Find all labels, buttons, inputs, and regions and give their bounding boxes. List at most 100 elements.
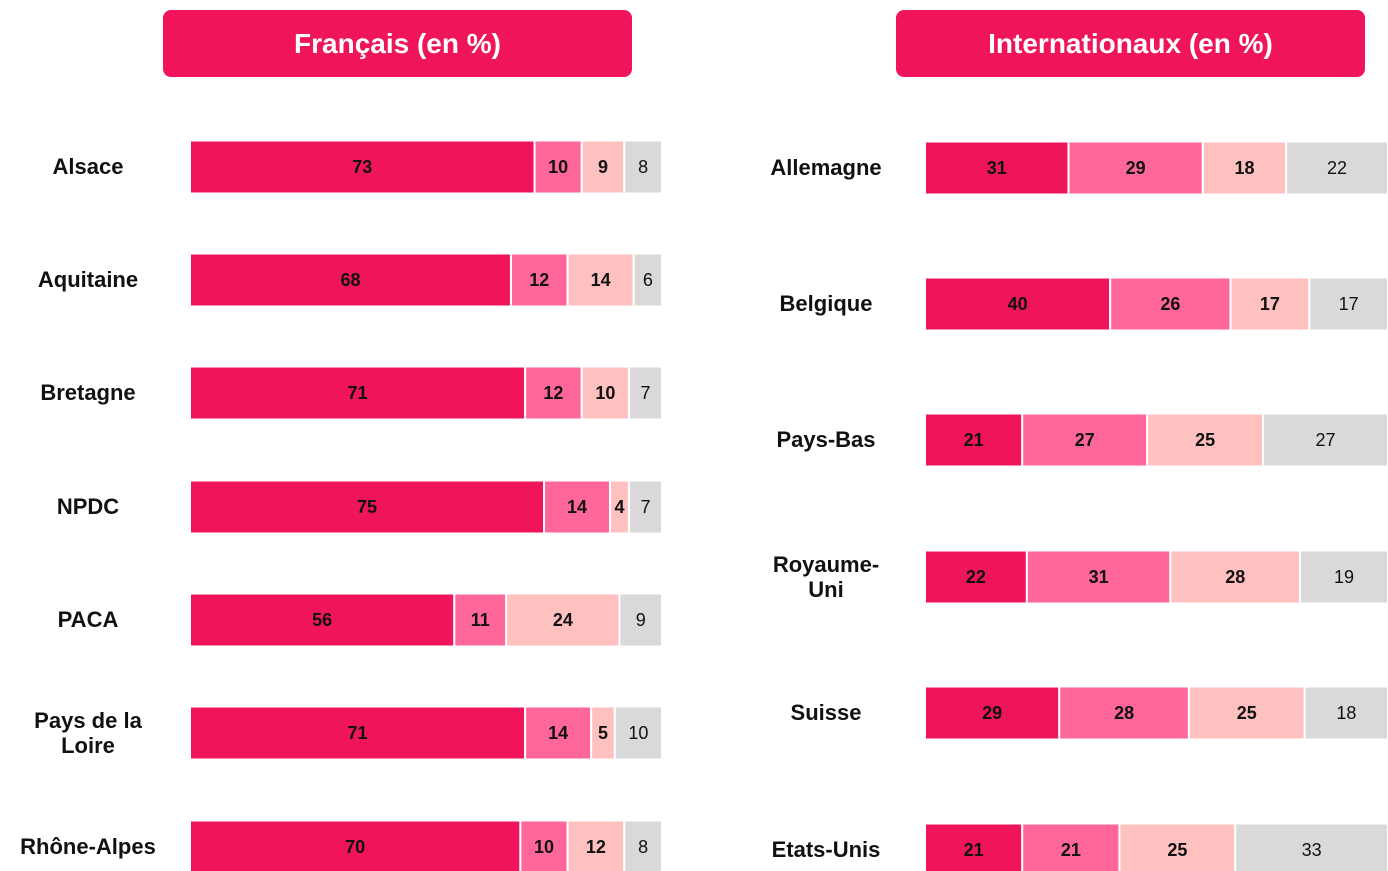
category-label: PACA: [57, 607, 119, 633]
value-label: 4: [615, 497, 625, 517]
bar-segment: [627, 365, 664, 421]
value-label: 7: [640, 497, 650, 517]
category-label: Suisse: [790, 700, 862, 726]
value-label: 17: [1339, 294, 1359, 314]
value-label: 14: [567, 497, 587, 517]
bar-segment: [613, 705, 663, 761]
category-label: Belgique: [779, 291, 873, 317]
bar-segment: [189, 252, 512, 308]
bar-segment: [1169, 549, 1302, 605]
value-label: 18: [1336, 703, 1356, 723]
category-label: Pays-Bas: [776, 427, 876, 453]
value-label: 56: [312, 610, 332, 630]
bar-segment: [1021, 412, 1149, 468]
bar-segment: [524, 705, 593, 761]
value-label: 40: [1008, 294, 1028, 314]
value-label: 10: [548, 157, 568, 177]
value-label: 75: [357, 497, 377, 517]
bar-segment: [1021, 822, 1121, 871]
category-label: Bretagne: [40, 380, 136, 406]
category-label: NPDC: [56, 494, 120, 520]
value-label: 8: [638, 837, 648, 857]
bar-segment: [189, 139, 536, 195]
value-label: 21: [1061, 840, 1081, 860]
bar-segment: [618, 592, 664, 648]
chart-title: Internationaux (en %): [896, 10, 1365, 77]
bar-segment: [1234, 822, 1388, 871]
bar-segment: [189, 365, 527, 421]
category-label: Etats-Unis: [771, 837, 881, 863]
value-label: 25: [1237, 703, 1257, 723]
bar-segment: [1285, 140, 1388, 196]
value-label: 24: [553, 610, 573, 630]
value-label: 71: [348, 383, 368, 403]
category-label: Alsace: [52, 154, 124, 180]
value-label: 73: [352, 157, 372, 177]
category-label: Rhône-Alpes: [20, 834, 156, 860]
bar-segment: [1229, 276, 1311, 332]
value-label: 71: [348, 723, 368, 743]
bar-segment: [627, 479, 664, 535]
bar-segment: [524, 365, 583, 421]
value-label: 29: [1126, 158, 1146, 178]
chart-title: Français (en %): [163, 10, 632, 77]
bar-segment: [1146, 412, 1264, 468]
value-label: 12: [529, 270, 549, 290]
bar-segment: [189, 819, 522, 871]
bar-segment: [1067, 140, 1204, 196]
value-label: 14: [591, 270, 611, 290]
bar-segment: [1308, 276, 1388, 332]
value-label: 68: [340, 270, 360, 290]
value-label: 19: [1334, 567, 1354, 587]
value-label: 28: [1225, 567, 1245, 587]
value-label: 33: [1302, 840, 1322, 860]
value-label: 10: [534, 837, 554, 857]
bar-segment: [543, 479, 612, 535]
bar-segment: [623, 819, 663, 871]
value-label: 11: [471, 610, 490, 630]
value-label: 31: [987, 158, 1007, 178]
bar-segment: [189, 479, 545, 535]
value-label: 25: [1167, 840, 1187, 860]
value-label: 7: [640, 383, 650, 403]
bar-segment: [623, 139, 663, 195]
bar-segment: [580, 139, 626, 195]
category-label: Allemagne: [770, 155, 882, 181]
value-label: 10: [595, 383, 615, 403]
bar-segment: [632, 252, 663, 308]
bar-segment: [566, 819, 626, 871]
value-label: 9: [636, 610, 646, 630]
bar-segment: [924, 412, 1024, 468]
bar-segment: [189, 592, 456, 648]
category-label: Royaume-Uni: [772, 551, 880, 602]
value-label: 70: [345, 837, 365, 857]
value-label: 22: [966, 567, 986, 587]
bar-segment: [1303, 685, 1388, 741]
value-label: 26: [1160, 294, 1180, 314]
value-label: 22: [1327, 158, 1347, 178]
bar-segment: [924, 140, 1070, 196]
bar-segment: [924, 685, 1061, 741]
value-label: 21: [964, 430, 984, 450]
value-label: 6: [643, 270, 653, 290]
value-label: 28: [1114, 703, 1134, 723]
value-label: 27: [1075, 430, 1095, 450]
value-label: 21: [964, 840, 984, 860]
bar-segment: [1058, 685, 1190, 741]
value-label: 9: [598, 157, 608, 177]
category-label: Pays de la Loire: [34, 707, 142, 758]
bar-segment: [1299, 549, 1388, 605]
value-label: 18: [1234, 158, 1254, 178]
value-label: 31: [1089, 567, 1109, 587]
value-label: 27: [1315, 430, 1335, 450]
bar-segment: [533, 139, 583, 195]
value-label: 12: [586, 837, 606, 857]
value-label: 14: [548, 723, 568, 743]
bar-segment: [924, 549, 1028, 605]
bar-segment: [566, 252, 635, 308]
category-label: Aquitaine: [37, 267, 139, 293]
bar-segment: [505, 592, 621, 648]
value-label: 17: [1260, 294, 1280, 314]
